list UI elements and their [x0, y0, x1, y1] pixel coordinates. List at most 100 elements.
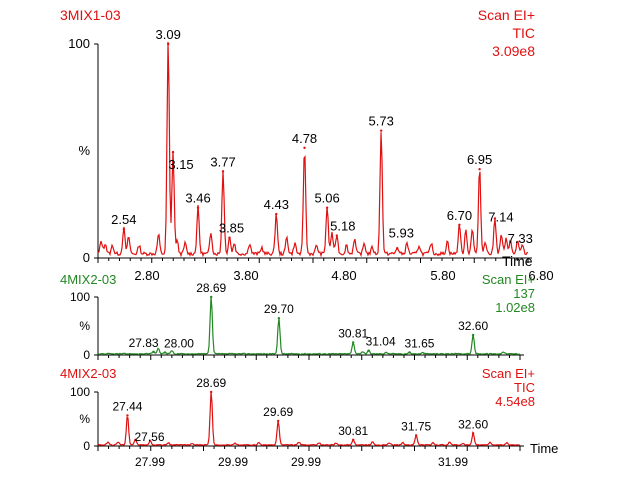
- peak-label: 4.78: [292, 131, 317, 146]
- y-tick-label: %: [79, 319, 90, 333]
- peak-label: 28.69: [196, 281, 226, 295]
- peak-label: 31.65: [404, 336, 434, 350]
- peak-point: [396, 247, 399, 250]
- x-tick-label: 4.80: [331, 268, 356, 283]
- peak-label: 27.44: [112, 399, 142, 413]
- peak-point: [303, 146, 306, 149]
- peak-point: [228, 236, 231, 239]
- panel-header-line: 137: [513, 286, 535, 301]
- peak-label: 5.06: [314, 191, 339, 206]
- peak-label: 29.69: [263, 405, 293, 419]
- panel-header-line: Scan EI+: [478, 7, 535, 23]
- peak-label: 32.60: [458, 417, 488, 431]
- peak-label: 5.93: [389, 225, 414, 240]
- x-tick-label: 29.99: [218, 455, 248, 469]
- peak-label: 3.09: [156, 27, 181, 42]
- panel-3mix1-tic: 3MIX1-03 Scan EI+ TIC 3.09e8 100% 0 2.80 3.80 4.…: [60, 7, 554, 283]
- chromatogram-trace: [97, 296, 521, 356]
- peak-point: [122, 227, 126, 231]
- chromatogram-trace: [97, 391, 521, 447]
- peak-label: 6.95: [467, 152, 492, 167]
- peak-label: 6.70: [447, 208, 472, 223]
- peak-label: 28.69: [196, 376, 226, 390]
- peak-point: [163, 351, 167, 354]
- peak-point: [414, 434, 418, 437]
- peak-point: [126, 414, 129, 417]
- peak-label: 2.54: [111, 212, 136, 227]
- peak-label: 4.43: [264, 197, 289, 212]
- y-tick-label: 0: [83, 348, 90, 362]
- peak-point: [408, 351, 411, 354]
- peak-label: 30.81: [338, 327, 368, 341]
- panel-header-line: TIC: [514, 380, 535, 395]
- y-tick-label: %: [79, 412, 90, 426]
- panel-header-line: 3.09e8: [492, 43, 535, 59]
- panel-title: 4MIX2-03: [60, 272, 116, 287]
- chromatogram-trace: [97, 41, 529, 258]
- peak-point: [166, 42, 170, 46]
- y-tick-label: 0: [83, 439, 90, 453]
- peak-point: [335, 234, 338, 237]
- peak-label: 3.15: [168, 157, 193, 172]
- panel-header-line: TIC: [512, 25, 535, 41]
- peak-label: 29.70: [264, 302, 294, 316]
- y-tick-label: %: [78, 143, 90, 158]
- peak-point: [210, 295, 213, 299]
- y-tick-label: 100: [70, 385, 90, 399]
- peak-label: 3.46: [185, 191, 210, 206]
- x-axis-label: Time: [530, 441, 558, 456]
- peak-point: [352, 438, 355, 441]
- peak-label: 32.60: [458, 319, 488, 333]
- peak-point: [171, 150, 175, 154]
- peak-point: [275, 212, 278, 216]
- y-tick-label: 100: [70, 290, 90, 304]
- peak-point: [471, 333, 475, 337]
- y-tick-label: 100: [68, 36, 90, 51]
- panel-title: 3MIX1-03: [60, 7, 121, 23]
- panel-header-line: 1.02e8: [495, 300, 535, 315]
- peak-point: [210, 390, 213, 394]
- panel-header-line: 4.54e8: [495, 394, 535, 409]
- peak-point: [367, 349, 370, 352]
- peak-label: 27.83: [129, 336, 159, 350]
- x-tick-label: 27.99: [135, 455, 165, 469]
- peak-label: 5.73: [369, 114, 394, 129]
- peak-point: [196, 206, 200, 209]
- peak-label: 27.56: [134, 430, 164, 444]
- panel-header-line: Scan EI+: [482, 272, 535, 287]
- peak-point: [493, 217, 497, 220]
- peak-point: [379, 129, 383, 132]
- peak-label: 7.14: [488, 209, 513, 224]
- peak-point: [471, 432, 475, 435]
- x-tick-label: 6.80: [528, 268, 553, 283]
- peak-label: 3.77: [210, 154, 235, 169]
- x-tick-label: 2.80: [134, 268, 159, 283]
- peak-label: 3.85: [219, 221, 244, 236]
- x-axis-label: Time: [502, 253, 533, 269]
- peak-point: [325, 206, 329, 209]
- peak-label: 31.75: [401, 419, 431, 433]
- peak-point: [478, 167, 481, 171]
- peak-point: [509, 240, 512, 244]
- peak-label: 5.18: [330, 219, 355, 234]
- peak-point: [352, 341, 355, 344]
- panel-header-line: Scan EI+: [482, 366, 535, 381]
- peak-point: [277, 316, 281, 320]
- y-tick-label: 0: [83, 250, 90, 265]
- x-tick-label: 5.80: [430, 268, 455, 283]
- panel-title: 4MIX2-03: [60, 366, 116, 381]
- peak-point: [458, 223, 461, 227]
- peak-point: [152, 350, 155, 354]
- x-tick-label: 29.99: [291, 455, 321, 469]
- peak-label: 31.04: [366, 335, 396, 349]
- x-tick-label: 31.99: [438, 455, 468, 469]
- peak-label: 7.33: [508, 231, 533, 246]
- peak-point: [276, 419, 280, 423]
- peak-point: [221, 170, 225, 173]
- peak-label: 30.81: [338, 424, 368, 438]
- x-tick-label: 3.80: [233, 268, 258, 283]
- peak-point: [134, 438, 137, 441]
